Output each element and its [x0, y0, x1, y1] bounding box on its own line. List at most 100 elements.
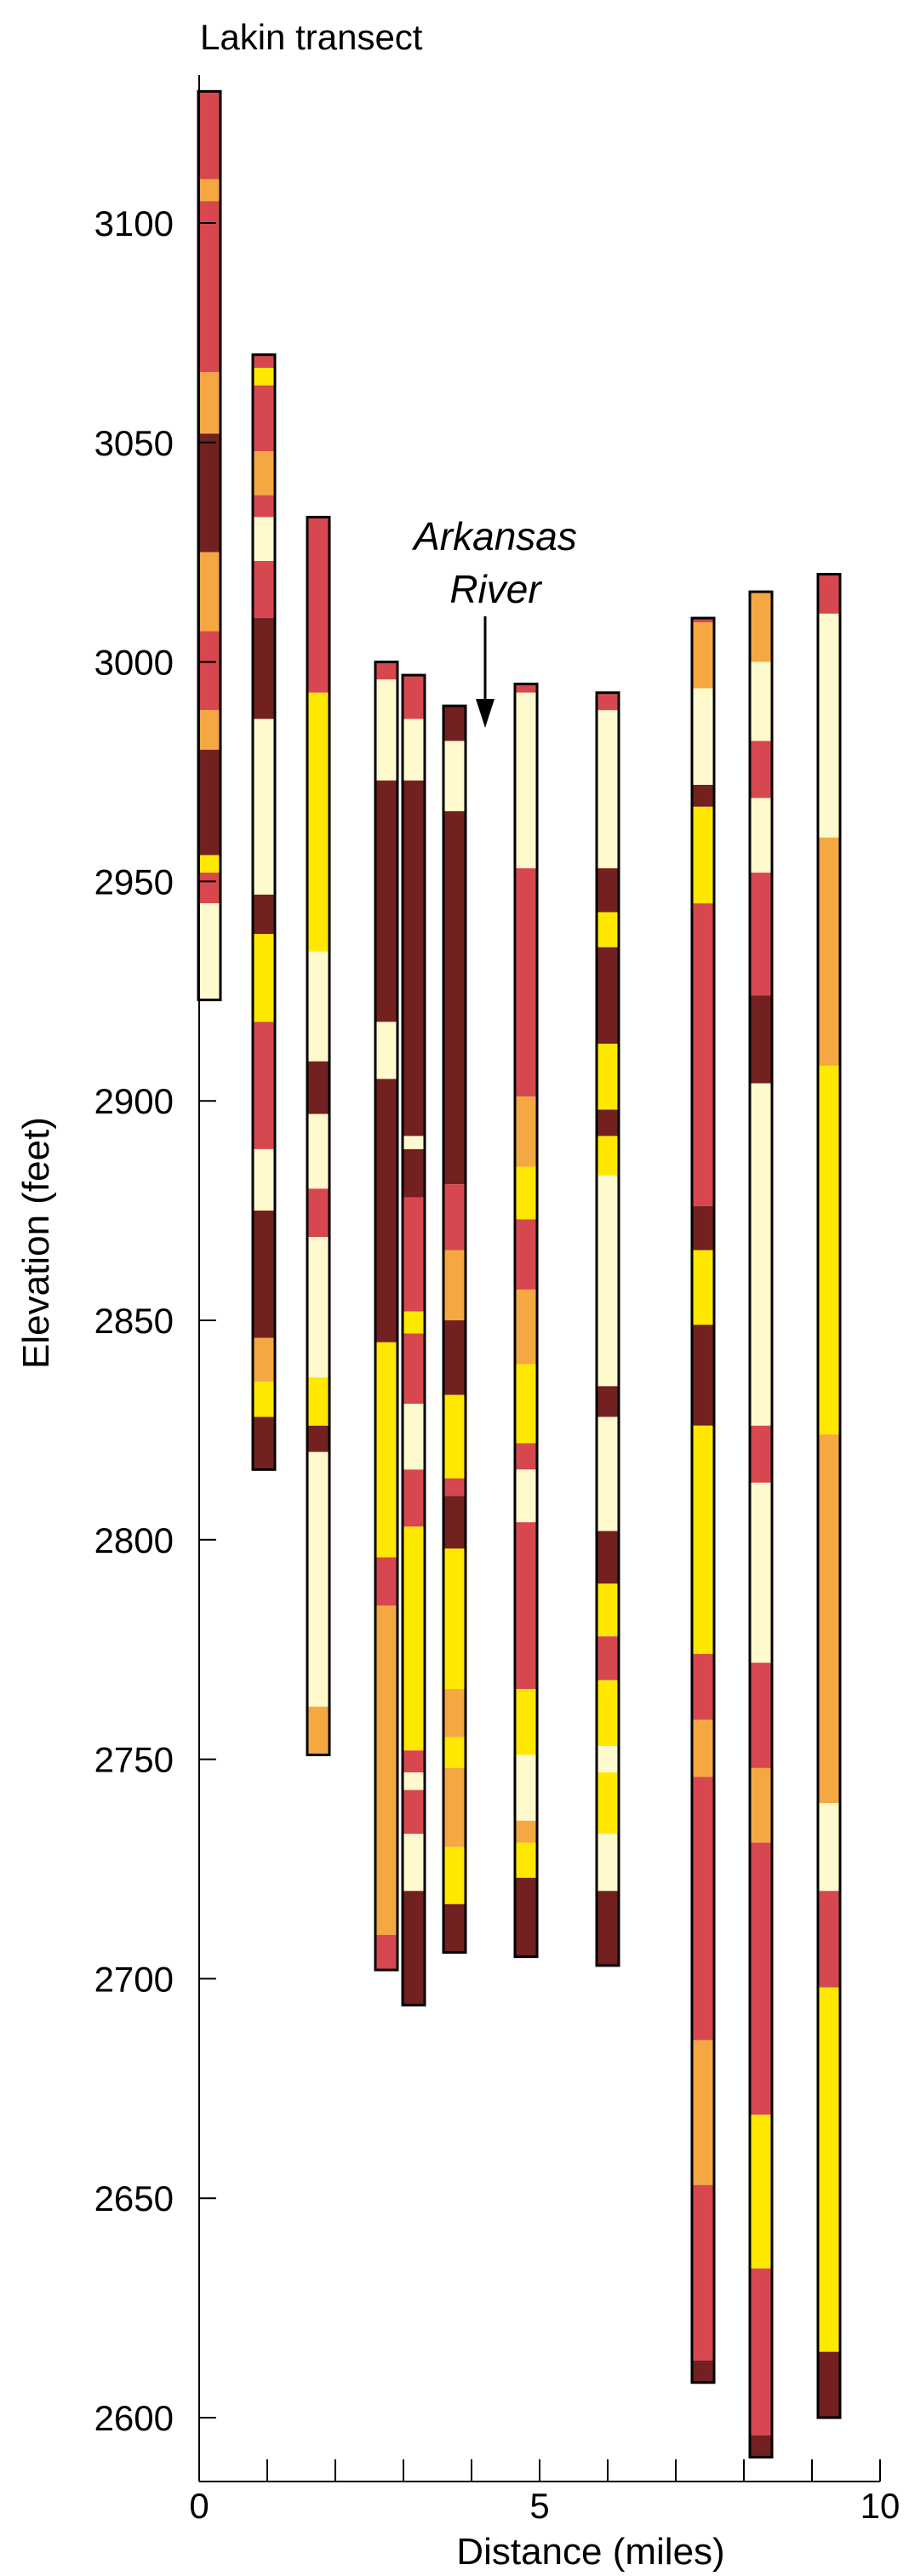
well-9-segment-7 — [692, 1205, 714, 1251]
well-2-segment-17 — [253, 1417, 275, 1470]
well-2-segment-5 — [253, 495, 275, 518]
well-3-segment-8 — [307, 1377, 329, 1426]
well-5-segment-6 — [403, 1197, 425, 1312]
well-11-segment-7 — [818, 1891, 840, 1988]
well-8-segment-19 — [597, 1891, 619, 1966]
well-4-segment-5 — [375, 1079, 397, 1342]
y-axis-title: Elevation (feet) — [15, 1117, 57, 1369]
well-11-segment-2 — [818, 613, 840, 838]
well-column-9 — [690, 616, 716, 2384]
well-5-segment-7 — [403, 1311, 425, 1334]
y-tick-label-2600: 2600 — [94, 2398, 174, 2438]
well-9-segment-15 — [692, 2184, 714, 2361]
well-10-segment-8 — [750, 1425, 772, 1483]
well-column-4 — [374, 661, 399, 1972]
well-1-segment-4 — [198, 372, 220, 434]
well-column-8 — [595, 691, 620, 1967]
well-8-segment-9 — [597, 1175, 619, 1387]
well-11-segment-4 — [818, 1065, 840, 1435]
well-8-segment-12 — [597, 1531, 619, 1584]
well-6-segment-15 — [443, 1903, 466, 1953]
x-axis-ticks: 0 5 10 — [189, 2459, 900, 2526]
well-10-segment-12 — [750, 1842, 772, 2115]
well-4-segment-4 — [375, 1022, 397, 1079]
well-3-segment-10 — [307, 1451, 329, 1707]
x-tick-label-10: 10 — [860, 2486, 900, 2526]
well-1-segment-3 — [198, 201, 220, 373]
well-4-segment-2 — [375, 679, 397, 781]
well-column-7 — [513, 682, 539, 1959]
well-2-segment-8 — [253, 618, 275, 719]
well-2-segment-4 — [253, 451, 275, 495]
well-8-segment-1 — [597, 692, 619, 711]
x-axis-title: Distance (miles) — [456, 2531, 724, 2573]
well-9-segment-3 — [692, 688, 714, 785]
well-8-segment-16 — [597, 1746, 619, 1773]
well-8-segment-4 — [597, 912, 619, 947]
y-tick-label-2850: 2850 — [94, 1301, 174, 1341]
well-5-segment-8 — [403, 1333, 425, 1404]
well-5-segment-14 — [403, 1789, 425, 1835]
well-4-segment-6 — [375, 1342, 397, 1558]
well-5-segment-1 — [403, 675, 425, 719]
well-3-segment-4 — [307, 1061, 329, 1114]
well-9-segment-14 — [692, 2040, 714, 2185]
well-6-segment-4 — [443, 1184, 466, 1251]
well-3-segment-5 — [307, 1113, 329, 1189]
well-column-11 — [816, 572, 842, 2419]
y-tick-label-3100: 3100 — [94, 203, 174, 243]
well-4-segment-3 — [375, 780, 397, 1022]
well-6-segment-8 — [443, 1478, 466, 1497]
well-6-segment-7 — [443, 1394, 466, 1479]
well-10-outline — [748, 590, 774, 2459]
well-11-outline — [816, 572, 842, 2419]
well-1-segment-8 — [198, 710, 220, 750]
well-9-segment-2 — [692, 622, 714, 689]
well-10-segment-9 — [750, 1482, 772, 1663]
well-3-segment-6 — [307, 1188, 329, 1238]
well-1-segment-10 — [198, 855, 220, 873]
well-9-segment-6 — [692, 903, 714, 1206]
well-3-segment-3 — [307, 951, 329, 1062]
well-10-segment-14 — [750, 2268, 772, 2436]
well-5-segment-9 — [403, 1403, 425, 1470]
well-6-outline — [442, 704, 467, 1954]
well-5-segment-10 — [403, 1469, 425, 1527]
well-10-segment-3 — [750, 741, 772, 799]
well-8-segment-18 — [597, 1834, 619, 1892]
well-7-segment-15 — [515, 1842, 537, 1878]
well-2-segment-2 — [253, 368, 275, 386]
well-7-segment-8 — [515, 1364, 537, 1444]
well-2-segment-3 — [253, 385, 275, 452]
well-9-outline — [690, 616, 716, 2384]
well-9-segment-9 — [692, 1325, 714, 1426]
well-6-segment-14 — [443, 1846, 466, 1904]
well-11-segment-5 — [818, 1434, 840, 1804]
well-5-segment-11 — [403, 1526, 425, 1751]
well-8-segment-7 — [597, 1109, 619, 1136]
well-column-1 — [197, 89, 222, 1002]
well-2-segment-11 — [253, 934, 275, 1022]
well-5-segment-13 — [403, 1772, 425, 1790]
y-tick-label-2650: 2650 — [94, 2178, 174, 2218]
well-9-segment-8 — [692, 1250, 714, 1325]
well-column-10 — [748, 590, 774, 2459]
well-5-outline — [401, 673, 426, 2006]
well-7-outline — [513, 682, 539, 1959]
well-5-segment-16 — [403, 1891, 425, 2006]
well-6-segment-5 — [443, 1250, 466, 1320]
well-5-segment-4 — [403, 1136, 425, 1149]
well-8-segment-2 — [597, 710, 619, 868]
well-1-segment-12 — [198, 903, 220, 1000]
well-6-segment-3 — [443, 810, 466, 1185]
well-3-segment-7 — [307, 1237, 329, 1378]
well-8-segment-5 — [597, 947, 619, 1045]
y-tick-label-2750: 2750 — [94, 1740, 174, 1780]
well-7-segment-3 — [515, 867, 537, 1097]
well-1-segment-1 — [198, 91, 220, 180]
x-tick-label-5: 5 — [529, 2486, 549, 2526]
well-4-segment-1 — [375, 661, 397, 680]
well-6-segment-12 — [443, 1737, 466, 1768]
well-8-segment-6 — [597, 1044, 619, 1110]
well-column-6 — [442, 704, 467, 1954]
